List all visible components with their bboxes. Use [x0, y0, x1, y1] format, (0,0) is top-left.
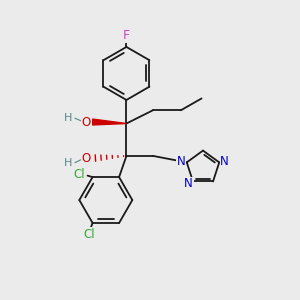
Text: Cl: Cl: [84, 228, 95, 241]
Text: H: H: [64, 112, 72, 123]
Text: H: H: [64, 158, 72, 168]
Text: Cl: Cl: [74, 168, 85, 181]
Text: N: N: [220, 155, 229, 168]
Text: N: N: [184, 177, 193, 190]
Text: N: N: [177, 155, 186, 168]
Text: O: O: [82, 152, 91, 165]
Text: O: O: [82, 116, 91, 128]
Polygon shape: [92, 119, 126, 125]
Text: F: F: [123, 29, 130, 42]
